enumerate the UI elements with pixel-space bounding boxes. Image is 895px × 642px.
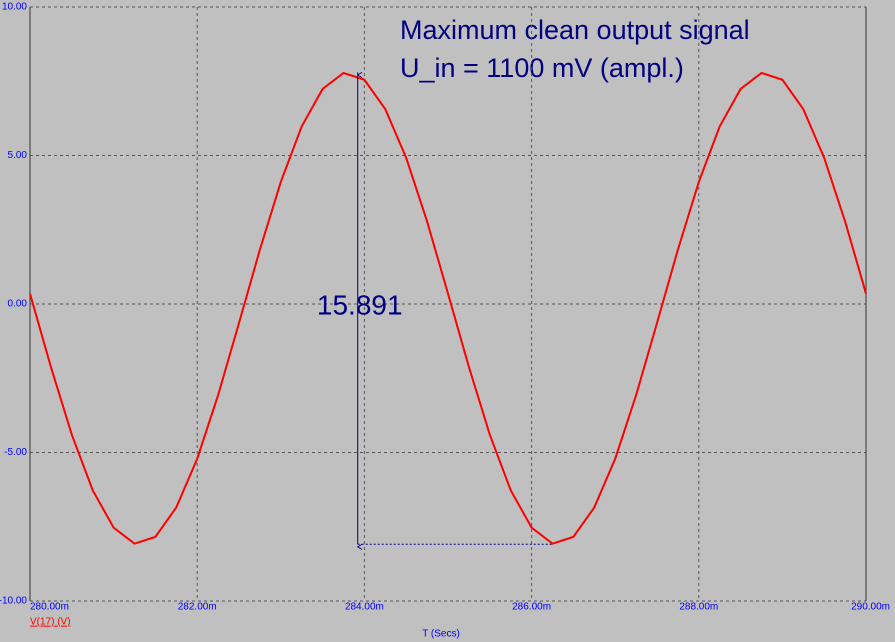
x-tick-label: 280.00m <box>30 602 69 613</box>
x-tick-label: 286.00m <box>512 602 551 613</box>
x-tick-label: 290.00m <box>851 602 890 613</box>
annotation: U_in = 1100 mV (ampl.) <box>400 53 684 83</box>
measure-label: 15.891 <box>317 290 403 321</box>
y-tick-label: 5.00 <box>8 150 28 161</box>
y-tick-label: 10.00 <box>2 2 27 13</box>
y-tick-label: -10.00 <box>0 596 27 607</box>
x-tick-label: 282.00m <box>178 602 217 613</box>
annotation: Maximum clean output signal <box>400 15 750 45</box>
legend-entry: V(17) (V) <box>30 617 71 628</box>
series-line <box>29 71 867 545</box>
x-tick-label: 288.00m <box>679 602 718 613</box>
y-tick-label: -5.00 <box>4 447 27 458</box>
y-tick-label: 0.00 <box>8 299 28 310</box>
x-axis-label: T (Secs) <box>422 629 460 640</box>
x-tick-label: 284.00m <box>345 602 384 613</box>
